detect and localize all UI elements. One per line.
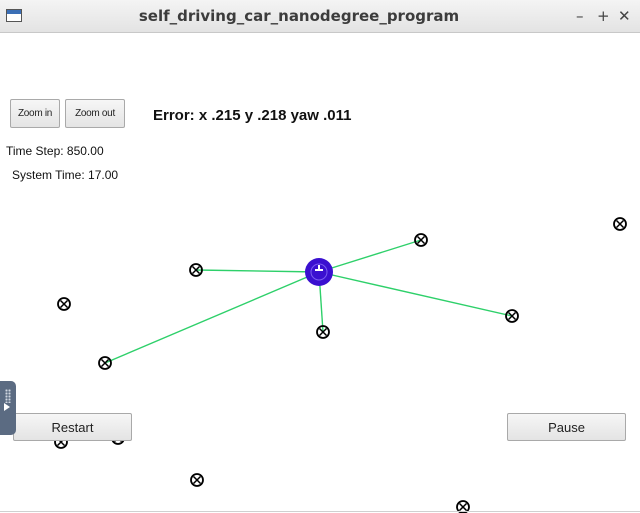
landmark-marker-icon	[456, 500, 470, 513]
expand-arrow-icon	[4, 403, 10, 411]
landmark-marker-icon	[98, 356, 112, 370]
zoom-out-button[interactable]: Zoom out	[65, 99, 125, 128]
zoom-in-button[interactable]: Zoom in	[10, 99, 60, 128]
maximize-icon[interactable]: +	[597, 7, 610, 25]
landmark-marker-icon	[613, 217, 627, 231]
landmark-marker-icon	[414, 233, 428, 247]
vehicle-icon	[305, 258, 333, 286]
observation-line	[318, 271, 513, 317]
observation-line	[104, 271, 320, 364]
bottom-divider	[0, 511, 640, 512]
window-title: self_driving_car_nanodegree_program	[138, 7, 460, 25]
error-readout: Error: x .215 y .218 yaw .011	[153, 107, 352, 124]
side-panel-handle-icon[interactable]	[0, 381, 16, 435]
observation-line	[195, 269, 320, 273]
observation-line	[318, 239, 422, 273]
grip-dots-icon	[5, 389, 11, 403]
landmark-marker-icon	[505, 309, 519, 323]
vehicle-body	[305, 258, 333, 286]
landmark-marker-icon	[189, 263, 203, 277]
system-time-label: System Time: 17.00	[12, 168, 119, 182]
pause-button[interactable]: Pause	[507, 413, 626, 441]
landmark-marker-icon	[190, 473, 204, 487]
vehicle-heading	[315, 269, 323, 271]
landmark-marker-icon	[316, 325, 330, 339]
restart-button[interactable]: Restart	[13, 413, 132, 441]
window-titlebar[interactable]: self_driving_car_nanodegree_program – + …	[0, 0, 640, 33]
observation-lines	[104, 239, 513, 364]
landmarks	[54, 217, 627, 513]
landmark-marker-icon	[57, 297, 71, 311]
close-icon[interactable]: ✕	[618, 7, 631, 25]
window-app-icon	[6, 9, 22, 22]
time-step-label: Time Step: 850.00	[6, 144, 104, 158]
minimize-icon[interactable]: –	[576, 7, 584, 25]
